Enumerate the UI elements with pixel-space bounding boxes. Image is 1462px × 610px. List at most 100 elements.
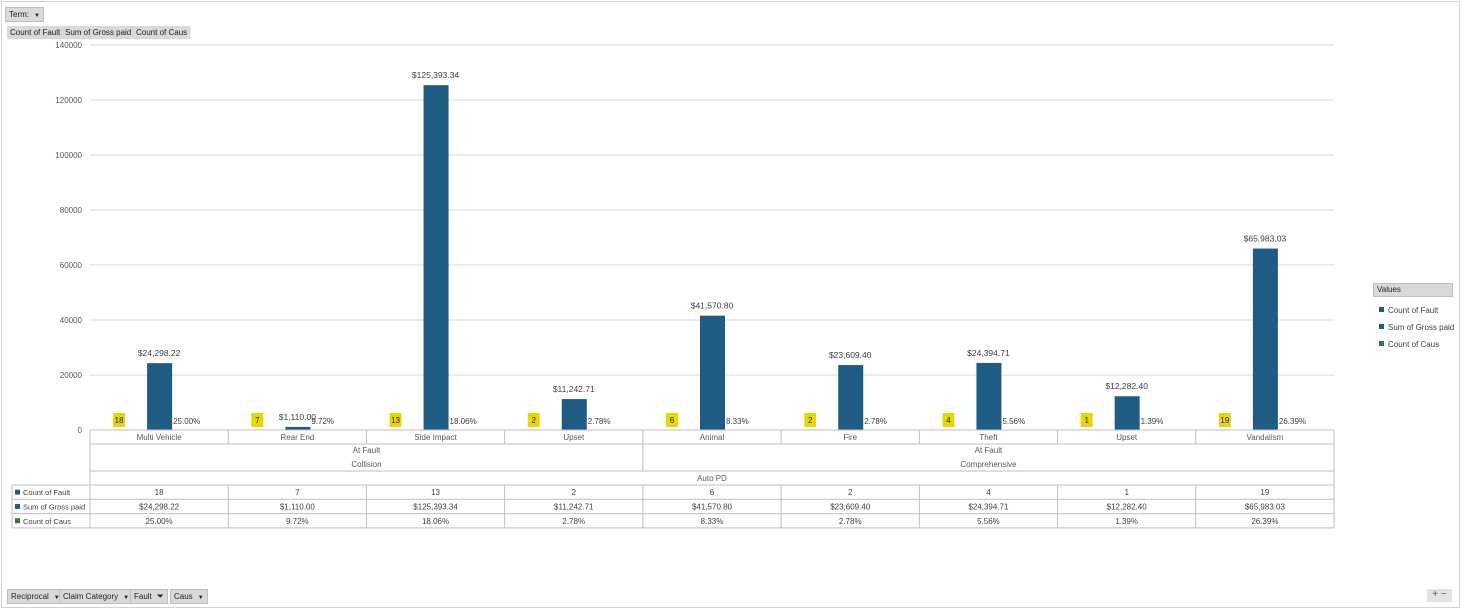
value-tab-count-of-caus[interactable]: Count of Caus	[133, 26, 192, 39]
data-table-cell: 7	[295, 488, 300, 497]
data-table-row-header: Sum of Gross paid	[23, 502, 85, 511]
bar-sum-of-gross-paid	[1114, 396, 1140, 430]
claim-category-field-button[interactable]: Claim Category ▼	[59, 589, 134, 604]
chevron-down-icon: ▼	[123, 595, 130, 601]
data-label-count-of-caus: 25.00%	[173, 417, 200, 426]
fault-field-button[interactable]: Fault ⏷	[130, 589, 168, 604]
data-label-count-of-fault: 1	[1084, 416, 1089, 425]
legend-label: Count of Fault	[1388, 306, 1439, 315]
data-label-sum-of-gross-paid: $11,242.71	[553, 384, 595, 394]
legend-item-sum-of-gross-paid: Sum of Gross paid	[1373, 319, 1455, 336]
data-label-count-of-fault: 2	[808, 416, 813, 425]
term-filter-button[interactable]: Term: ▼	[5, 7, 44, 22]
count-of-fault-label-box	[804, 413, 817, 427]
data-label-sum-of-gross-paid: $125,393.34	[412, 70, 460, 80]
count-of-fault-label-box	[666, 413, 678, 427]
y-tick-label: 20000	[60, 371, 83, 380]
data-label-sum-of-gross-paid: $24,298.22	[138, 348, 181, 358]
y-tick-label: 100000	[55, 151, 82, 160]
data-table-cell: $65,983.03	[1245, 502, 1286, 511]
data-label-count-of-caus: 1.39%	[1141, 417, 1164, 426]
category-label: Animal	[700, 433, 725, 442]
data-label-sum-of-gross-paid: $65,983.03	[1244, 234, 1287, 244]
data-table-cell: 18	[155, 488, 164, 497]
data-table-cell: $11,242.71	[554, 502, 594, 511]
y-tick-label: 140000	[55, 41, 82, 50]
data-table-cell: 5.56%	[977, 517, 1000, 526]
data-label-count-of-caus: 5.56%	[1002, 417, 1025, 426]
y-tick-label: 80000	[60, 206, 83, 215]
data-table-cell: 2.78%	[562, 517, 585, 526]
data-table-legend-key	[15, 489, 20, 495]
group-label-fault: At Fault	[975, 446, 1003, 455]
filter-icon: ⏷	[156, 591, 164, 601]
count-of-fault-label-box	[251, 413, 264, 427]
legend-label: Sum of Gross paid	[1388, 323, 1455, 332]
data-table-legend-key	[15, 503, 20, 509]
legend-swatch	[1379, 307, 1384, 313]
data-table-row-header: Count of Caus	[23, 517, 71, 526]
data-label-count-of-fault: 19	[1220, 416, 1229, 425]
category-label: Multi Vehicle	[137, 433, 182, 442]
zoom-controls[interactable]: + −	[1427, 589, 1452, 602]
value-tab-label: Count of Fault	[10, 28, 61, 37]
field-label: Caus	[174, 592, 193, 601]
data-table-cell: $24,298.22	[139, 502, 180, 511]
data-table-cell: $41,570.80	[692, 502, 733, 511]
legend: Values Count of Fault Sum of Gross paid …	[1373, 283, 1455, 353]
data-table-cell: 9.72%	[286, 517, 309, 526]
category-label: Theft	[979, 433, 998, 442]
legend-title: Values	[1373, 283, 1453, 297]
data-table-cell: $12,282.40	[1107, 502, 1148, 511]
category-label: Side Impact	[414, 433, 457, 442]
data-label-count-of-fault: 4	[946, 416, 951, 425]
data-table-cell: 2	[848, 488, 853, 497]
bar-sum-of-gross-paid	[285, 426, 311, 430]
field-label: Claim Category	[63, 592, 119, 601]
data-table-cell: 13	[431, 488, 440, 497]
data-label-sum-of-gross-paid: $12,282.40	[1105, 381, 1148, 391]
bar-sum-of-gross-paid	[561, 399, 587, 430]
term-filter-label: Term:	[9, 10, 29, 19]
data-table-cell: $24,394.71	[968, 502, 1009, 511]
y-tick-label: 60000	[60, 261, 83, 270]
field-label: Reciprocal	[11, 592, 49, 601]
bar-sum-of-gross-paid	[838, 365, 864, 430]
data-table-cell: $125,393.34	[413, 502, 458, 511]
data-table-cell: 26.39%	[1251, 517, 1278, 526]
data-label-count-of-fault: 7	[255, 416, 260, 425]
category-label: Vandalism	[1247, 433, 1284, 442]
data-label-sum-of-gross-paid: $24,394.71	[967, 348, 1010, 358]
data-table-legend-key	[15, 518, 20, 524]
chevron-down-icon: ▼	[34, 13, 40, 19]
data-table-cell: $1,110.00	[280, 502, 316, 511]
value-tab-label: Count of Caus	[136, 28, 188, 37]
count-of-fault-label-box	[113, 413, 126, 427]
category-label: Upset	[563, 433, 585, 442]
legend-label: Count of Caus	[1388, 340, 1440, 349]
data-table-cell: 1	[1124, 488, 1129, 497]
y-tick-label: 40000	[60, 316, 83, 325]
group-label-reciprocal: Auto PD	[697, 474, 727, 483]
group-label-claim-category: Comprehensive	[960, 460, 1017, 469]
group-label-fault: At Fault	[353, 446, 381, 455]
data-table-cell: 2.78%	[839, 517, 862, 526]
data-label-count-of-fault: 6	[670, 416, 675, 425]
value-tab-label: Sum of Gross paid	[65, 28, 132, 37]
reciprocal-field-button[interactable]: Reciprocal ▼	[7, 589, 64, 604]
data-table-cell: 8.33%	[701, 517, 724, 526]
data-table-cell: 25.00%	[146, 517, 173, 526]
data-label-sum-of-gross-paid: $1,110.00	[279, 412, 316, 422]
data-label-count-of-caus: 8.33%	[726, 417, 749, 426]
chevron-down-icon: ▼	[53, 595, 60, 601]
category-label: Fire	[843, 433, 857, 442]
legend-swatch	[1379, 341, 1384, 347]
data-table-cell: 6	[710, 488, 715, 497]
data-label-count-of-fault: 13	[391, 416, 400, 425]
field-label: Fault	[134, 592, 152, 601]
caus-field-button[interactable]: Caus ▼	[170, 589, 208, 604]
y-tick-label: 120000	[55, 96, 82, 105]
count-of-fault-label-box	[1080, 413, 1093, 427]
data-table-cell: 18.06%	[422, 517, 449, 526]
data-table-cell: 2	[572, 488, 577, 497]
